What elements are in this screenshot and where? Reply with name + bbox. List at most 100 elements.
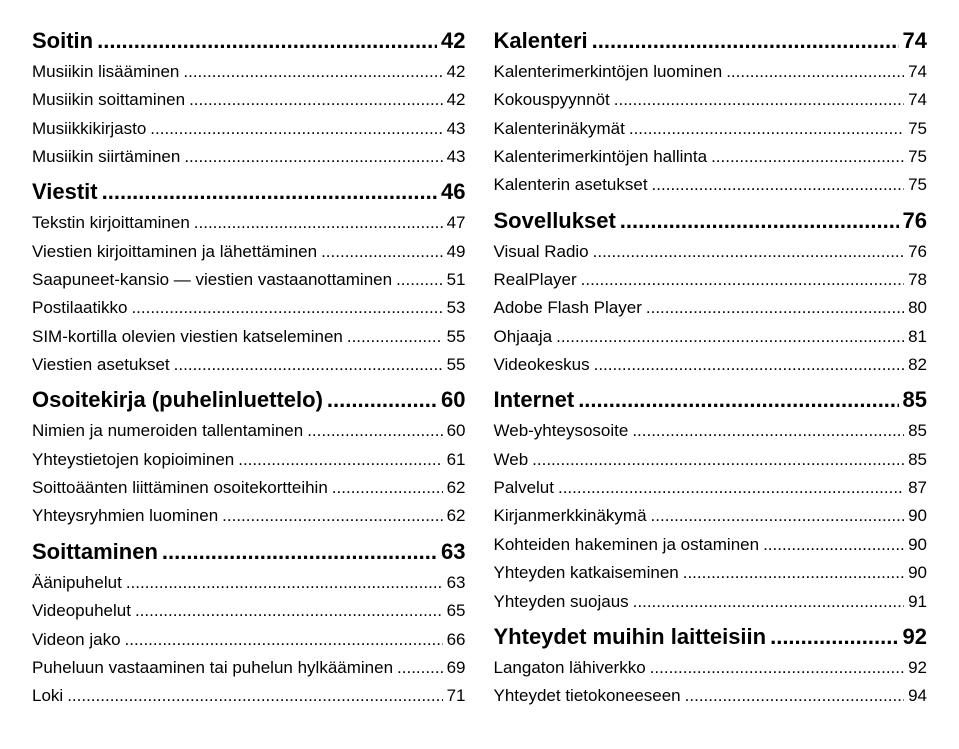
toc-heading: Soittaminen.............................… bbox=[32, 535, 466, 568]
toc-label: Yhteyden katkaiseminen bbox=[494, 560, 679, 586]
toc-entry: Yhteyden suojaus........................… bbox=[494, 589, 928, 615]
toc-page: 42 bbox=[441, 24, 465, 57]
toc-entry: Postilaatikko...........................… bbox=[32, 295, 466, 321]
toc-dots: ........................................… bbox=[397, 655, 443, 681]
toc-label: Kalenterimerkintöjen luominen bbox=[494, 59, 723, 85]
toc-dots: ........................................… bbox=[125, 627, 443, 653]
toc-dots: ........................................… bbox=[222, 503, 442, 529]
toc-page: 85 bbox=[903, 383, 927, 416]
toc-label: Yhteysryhmien luominen bbox=[32, 503, 218, 529]
toc-dots: ........................................… bbox=[651, 503, 905, 529]
toc-heading: Viestit.................................… bbox=[32, 175, 466, 208]
toc-entry: Viestien kirjoittaminen ja lähettäminen.… bbox=[32, 239, 466, 265]
toc-dots: ........................................… bbox=[396, 267, 443, 293]
toc-page: 90 bbox=[908, 560, 927, 586]
toc-dots: ........................................… bbox=[558, 475, 904, 501]
toc-entry: Äänipuhelut.............................… bbox=[32, 570, 466, 596]
toc-dots: ........................................… bbox=[174, 352, 443, 378]
toc-entry: Loki....................................… bbox=[32, 683, 466, 709]
toc-columns: Soitin..................................… bbox=[32, 24, 927, 712]
toc-label: Musiikin siirtäminen bbox=[32, 144, 180, 170]
toc-dots: ........................................… bbox=[183, 59, 442, 85]
toc-dots: ........................................… bbox=[307, 418, 442, 444]
toc-entry: Visual Radio............................… bbox=[494, 239, 928, 265]
toc-dots: ........................................… bbox=[629, 116, 904, 142]
toc-entry: Langaton lähiverkko.....................… bbox=[494, 655, 928, 681]
toc-label: Ohjaaja bbox=[494, 324, 553, 350]
toc-label: Loki bbox=[32, 683, 63, 709]
toc-entry: Nimien ja numeroiden tallentaminen......… bbox=[32, 418, 466, 444]
toc-page: 75 bbox=[908, 144, 927, 170]
toc-dots: ........................................… bbox=[102, 175, 437, 208]
toc-entry: Adobe Flash Player......................… bbox=[494, 295, 928, 321]
toc-entry: Videokeskus.............................… bbox=[494, 352, 928, 378]
toc-dots: ........................................… bbox=[67, 683, 442, 709]
toc-label: Palvelut bbox=[494, 475, 554, 501]
toc-label: Yhteydet tietokoneeseen bbox=[494, 683, 681, 709]
toc-column-left: Soitin..................................… bbox=[32, 24, 466, 712]
toc-label: Kalenteri bbox=[494, 24, 588, 57]
toc-page: 81 bbox=[908, 324, 927, 350]
toc-label: Tekstin kirjoittaminen bbox=[32, 210, 190, 236]
toc-page: 91 bbox=[908, 589, 927, 615]
toc-label: Visual Radio bbox=[494, 239, 589, 265]
toc-dots: ........................................… bbox=[131, 295, 442, 321]
toc-dots: ........................................… bbox=[238, 447, 442, 473]
toc-page: 69 bbox=[447, 655, 466, 681]
toc-label: Videon jako bbox=[32, 627, 121, 653]
toc-page: 90 bbox=[908, 532, 927, 558]
toc-entry: Musiikin soittaminen....................… bbox=[32, 87, 466, 113]
toc-dots: ........................................… bbox=[770, 620, 898, 653]
toc-dots: ........................................… bbox=[614, 87, 904, 113]
toc-column-right: Kalenteri...............................… bbox=[494, 24, 928, 712]
toc-page: 62 bbox=[447, 475, 466, 501]
toc-entry: Kalenterinäkymät........................… bbox=[494, 116, 928, 142]
toc-page: 74 bbox=[908, 59, 927, 85]
toc-dots: ........................................… bbox=[594, 352, 904, 378]
toc-dots: ........................................… bbox=[683, 560, 904, 586]
toc-entry: Kalenterin asetukset....................… bbox=[494, 172, 928, 198]
toc-page: 55 bbox=[447, 324, 466, 350]
toc-entry: Ohjaaja.................................… bbox=[494, 324, 928, 350]
toc-label: Soittoäänten liittäminen osoitekortteihi… bbox=[32, 475, 328, 501]
toc-page: 94 bbox=[908, 683, 927, 709]
toc-dots: ........................................… bbox=[184, 144, 442, 170]
toc-page: 82 bbox=[908, 352, 927, 378]
toc-entry: Soittoäänten liittäminen osoitekortteihi… bbox=[32, 475, 466, 501]
toc-dots: ........................................… bbox=[347, 324, 443, 350]
toc-label: Kirjanmerkkinäkymä bbox=[494, 503, 647, 529]
toc-page: 92 bbox=[908, 655, 927, 681]
toc-dots: ........................................… bbox=[135, 598, 443, 624]
toc-page: 75 bbox=[908, 172, 927, 198]
toc-entry: Videopuhelut............................… bbox=[32, 598, 466, 624]
toc-label: RealPlayer bbox=[494, 267, 577, 293]
toc-label: Web-yhteysosoite bbox=[494, 418, 629, 444]
toc-page: 85 bbox=[908, 447, 927, 473]
toc-dots: ........................................… bbox=[726, 59, 904, 85]
toc-page: 49 bbox=[447, 239, 466, 265]
toc-label: Viestien asetukset bbox=[32, 352, 170, 378]
toc-label: Puheluun vastaaminen tai puhelun hylkääm… bbox=[32, 655, 393, 681]
toc-label: Musiikin soittaminen bbox=[32, 87, 185, 113]
toc-entry: Web-yhteysosoite........................… bbox=[494, 418, 928, 444]
toc-entry: Palvelut................................… bbox=[494, 475, 928, 501]
toc-page: 43 bbox=[447, 116, 466, 142]
toc-label: Adobe Flash Player bbox=[494, 295, 642, 321]
toc-label: Viestit bbox=[32, 175, 98, 208]
toc-entry: Musiikkikirjasto........................… bbox=[32, 116, 466, 142]
toc-entry: Yhteystietojen kopioiminen..............… bbox=[32, 447, 466, 473]
toc-label: Viestien kirjoittaminen ja lähettäminen bbox=[32, 239, 317, 265]
toc-page: 43 bbox=[447, 144, 466, 170]
toc-entry: Musiikin siirtäminen....................… bbox=[32, 144, 466, 170]
toc-page: 53 bbox=[447, 295, 466, 321]
toc-page: 78 bbox=[908, 267, 927, 293]
toc-label: Kalenterimerkintöjen hallinta bbox=[494, 144, 708, 170]
toc-entry: Musiikin lisääminen.....................… bbox=[32, 59, 466, 85]
toc-label: Kokouspyynnöt bbox=[494, 87, 610, 113]
toc-entry: Yhteydet tietokoneeseen.................… bbox=[494, 683, 928, 709]
toc-entry: Kalenterimerkintöjen hallinta...........… bbox=[494, 144, 928, 170]
toc-page: 47 bbox=[447, 210, 466, 236]
toc-dots: ........................................… bbox=[321, 239, 443, 265]
toc-label: Äänipuhelut bbox=[32, 570, 122, 596]
toc-page: 74 bbox=[908, 87, 927, 113]
